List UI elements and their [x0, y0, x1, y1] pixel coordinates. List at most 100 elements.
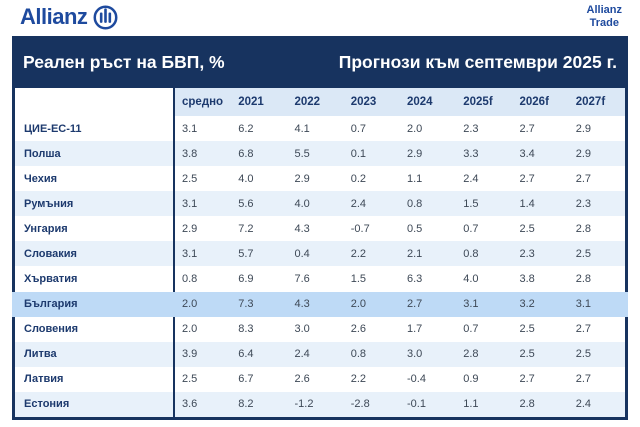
- row-label: Унгария: [24, 222, 68, 235]
- value-cell: 2.8: [463, 348, 479, 361]
- row-label: Хърватия: [24, 273, 78, 285]
- value-cell: 0.9: [463, 373, 479, 386]
- gdp-forecast-panel: Реален ръст на БВП, % Прогнози към септе…: [12, 36, 628, 420]
- value-cell: 2.7: [519, 373, 535, 386]
- value-cell: 5.5: [294, 147, 310, 160]
- table-row: Унгария 2.9 7.2 4.3 -0.7 0.5 0.7 2.5 2.8: [15, 216, 625, 242]
- column-header: 2025f: [463, 96, 493, 108]
- value-cell: 2.7: [519, 172, 535, 185]
- value-cell: 2.6: [294, 373, 310, 386]
- value-cell: 2.5: [519, 323, 535, 336]
- top-bar: Allianz Allianz Trade: [0, 0, 640, 36]
- row-label: България: [24, 298, 78, 311]
- value-cell: -2.8: [350, 398, 370, 411]
- column-headers: средно 2021 2022 2023 2024 2025f 2026f 2027f: [175, 88, 625, 116]
- value-cell: 2.5: [575, 247, 592, 260]
- value-cell: 2.9: [294, 172, 310, 185]
- value-cell: 2.4: [463, 172, 479, 185]
- column-header: средно: [182, 96, 224, 108]
- value-cell: 2.5: [182, 172, 198, 185]
- row-values: 3.8 6.8 5.5 0.1 2.9 3.3 3.4 2.9: [175, 141, 625, 166]
- table-row: ЦИЕ-ЕС-11 3.1 6.2 4.1 0.7 2.0 2.3 2.7 2.9: [15, 116, 625, 142]
- table-row: България 2.0 7.3 4.3 2.0 2.7 3.1 3.2 3.1: [12, 291, 628, 317]
- value-cell: 2.7: [575, 323, 592, 336]
- value-cell: 0.8: [182, 273, 198, 285]
- column-header: 2026f: [519, 96, 549, 108]
- value-cell: 0.5: [407, 222, 423, 235]
- value-cell: 4.0: [294, 197, 310, 210]
- value-cell: 2.7: [407, 298, 423, 311]
- value-cell: 3.2: [519, 298, 535, 311]
- value-cell: 6.8: [238, 147, 254, 160]
- value-cell: 3.0: [407, 348, 423, 361]
- row-label: Латвия: [24, 373, 64, 386]
- value-cell: -0.4: [407, 373, 426, 386]
- value-cell: 2.6: [350, 323, 367, 336]
- row-values: 2.9 7.2 4.3 -0.7 0.5 0.7 2.5 2.8: [175, 216, 625, 241]
- value-cell: 5.7: [238, 247, 254, 260]
- row-values: 3.1 5.6 4.0 2.4 0.8 1.5 1.4 2.3: [175, 191, 625, 216]
- value-cell: 3.8: [182, 147, 198, 160]
- value-cell: 2.5: [519, 348, 535, 361]
- row-values: 2.0 7.3 4.3 2.0 2.7 3.1 3.2 3.1: [175, 292, 625, 317]
- row-label: Естония: [24, 398, 70, 411]
- value-cell: 1.1: [463, 398, 479, 411]
- column-header: 2024: [407, 96, 433, 108]
- value-cell: 8.2: [238, 398, 254, 411]
- row-label: Румъния: [24, 197, 74, 210]
- value-cell: 3.1: [182, 247, 198, 260]
- allianz-logo: Allianz: [20, 4, 118, 30]
- value-cell: 0.8: [350, 348, 367, 361]
- table-row: Словения 2.0 8.3 3.0 2.6 1.7 0.7 2.5 2.7: [15, 316, 625, 342]
- value-cell: 1.7: [407, 323, 423, 336]
- value-cell: 2.4: [575, 398, 592, 411]
- title-bar: Реален ръст на БВП, % Прогнози към септе…: [12, 36, 628, 88]
- table-row: Румъния 3.1 5.6 4.0 2.4 0.8 1.5 1.4 2.3: [15, 191, 625, 217]
- allianz-wordmark: Allianz: [20, 4, 88, 29]
- value-cell: 2.9: [575, 122, 592, 135]
- value-cell: 2.5: [519, 222, 535, 235]
- row-values: 2.0 8.3 3.0 2.6 1.7 0.7 2.5 2.7: [175, 317, 625, 342]
- value-cell: 2.7: [575, 373, 592, 386]
- value-cell: 2.9: [575, 147, 592, 160]
- value-cell: 2.4: [294, 348, 310, 361]
- row-label: Словения: [24, 323, 79, 336]
- value-cell: 6.7: [238, 373, 254, 386]
- value-cell: 3.9: [182, 348, 198, 361]
- value-cell: 0.8: [463, 247, 479, 260]
- value-cell: 2.4: [350, 197, 367, 210]
- allianz-trade-line1: Allianz: [586, 4, 622, 16]
- value-cell: 3.1: [182, 122, 198, 135]
- value-cell: 0.7: [463, 222, 479, 235]
- row-values: 0.8 6.9 7.6 1.5 6.3 4.0 3.8 2.8: [175, 266, 625, 291]
- row-label: Словакия: [24, 247, 77, 260]
- value-cell: 3.3: [463, 147, 479, 160]
- allianz-trade-line2: Trade: [589, 17, 619, 29]
- row-values: 3.6 8.2 -1.2 -2.8 -0.1 1.1 2.8 2.4: [175, 392, 625, 417]
- value-cell: 3.6: [182, 398, 198, 411]
- value-cell: 3.1: [463, 298, 479, 311]
- column-header: 2023: [350, 96, 377, 108]
- allianz-trade-logo: Allianz Trade: [587, 4, 622, 30]
- value-cell: 2.8: [575, 222, 592, 235]
- value-cell: 3.4: [519, 147, 535, 160]
- value-cell: 2.9: [407, 147, 423, 160]
- value-cell: 2.9: [182, 222, 198, 235]
- panel-subtitle: Прогнози към септември 2025 г.: [338, 51, 617, 72]
- value-cell: 4.1: [294, 122, 310, 135]
- column-header: 2022: [294, 96, 321, 108]
- value-cell: 2.1: [407, 247, 423, 260]
- value-cell: 3.1: [575, 298, 592, 311]
- value-cell: 0.4: [294, 247, 310, 260]
- value-cell: 2.7: [519, 122, 535, 135]
- value-cell: 3.0: [294, 323, 310, 336]
- row-label: ЦИЕ-ЕС-11: [24, 122, 82, 135]
- gdp-table: средно 2021 2022 2023 2024 2025f 2026f 2027f ЦИ…: [12, 88, 628, 417]
- value-cell: 7.2: [238, 222, 254, 235]
- value-cell: 4.3: [294, 298, 310, 311]
- table-row: Словакия 3.1 5.7 0.4 2.2 2.1 0.8 2.3 2.5: [15, 241, 625, 267]
- value-cell: 1.5: [350, 273, 367, 285]
- value-cell: 0.7: [350, 122, 367, 135]
- value-cell: 3.8: [519, 273, 535, 285]
- value-cell: 0.7: [463, 323, 479, 336]
